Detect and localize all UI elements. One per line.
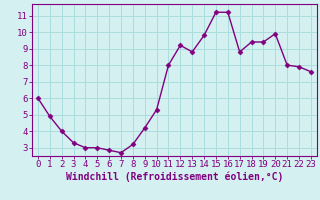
X-axis label: Windchill (Refroidissement éolien,°C): Windchill (Refroidissement éolien,°C) — [66, 172, 283, 182]
